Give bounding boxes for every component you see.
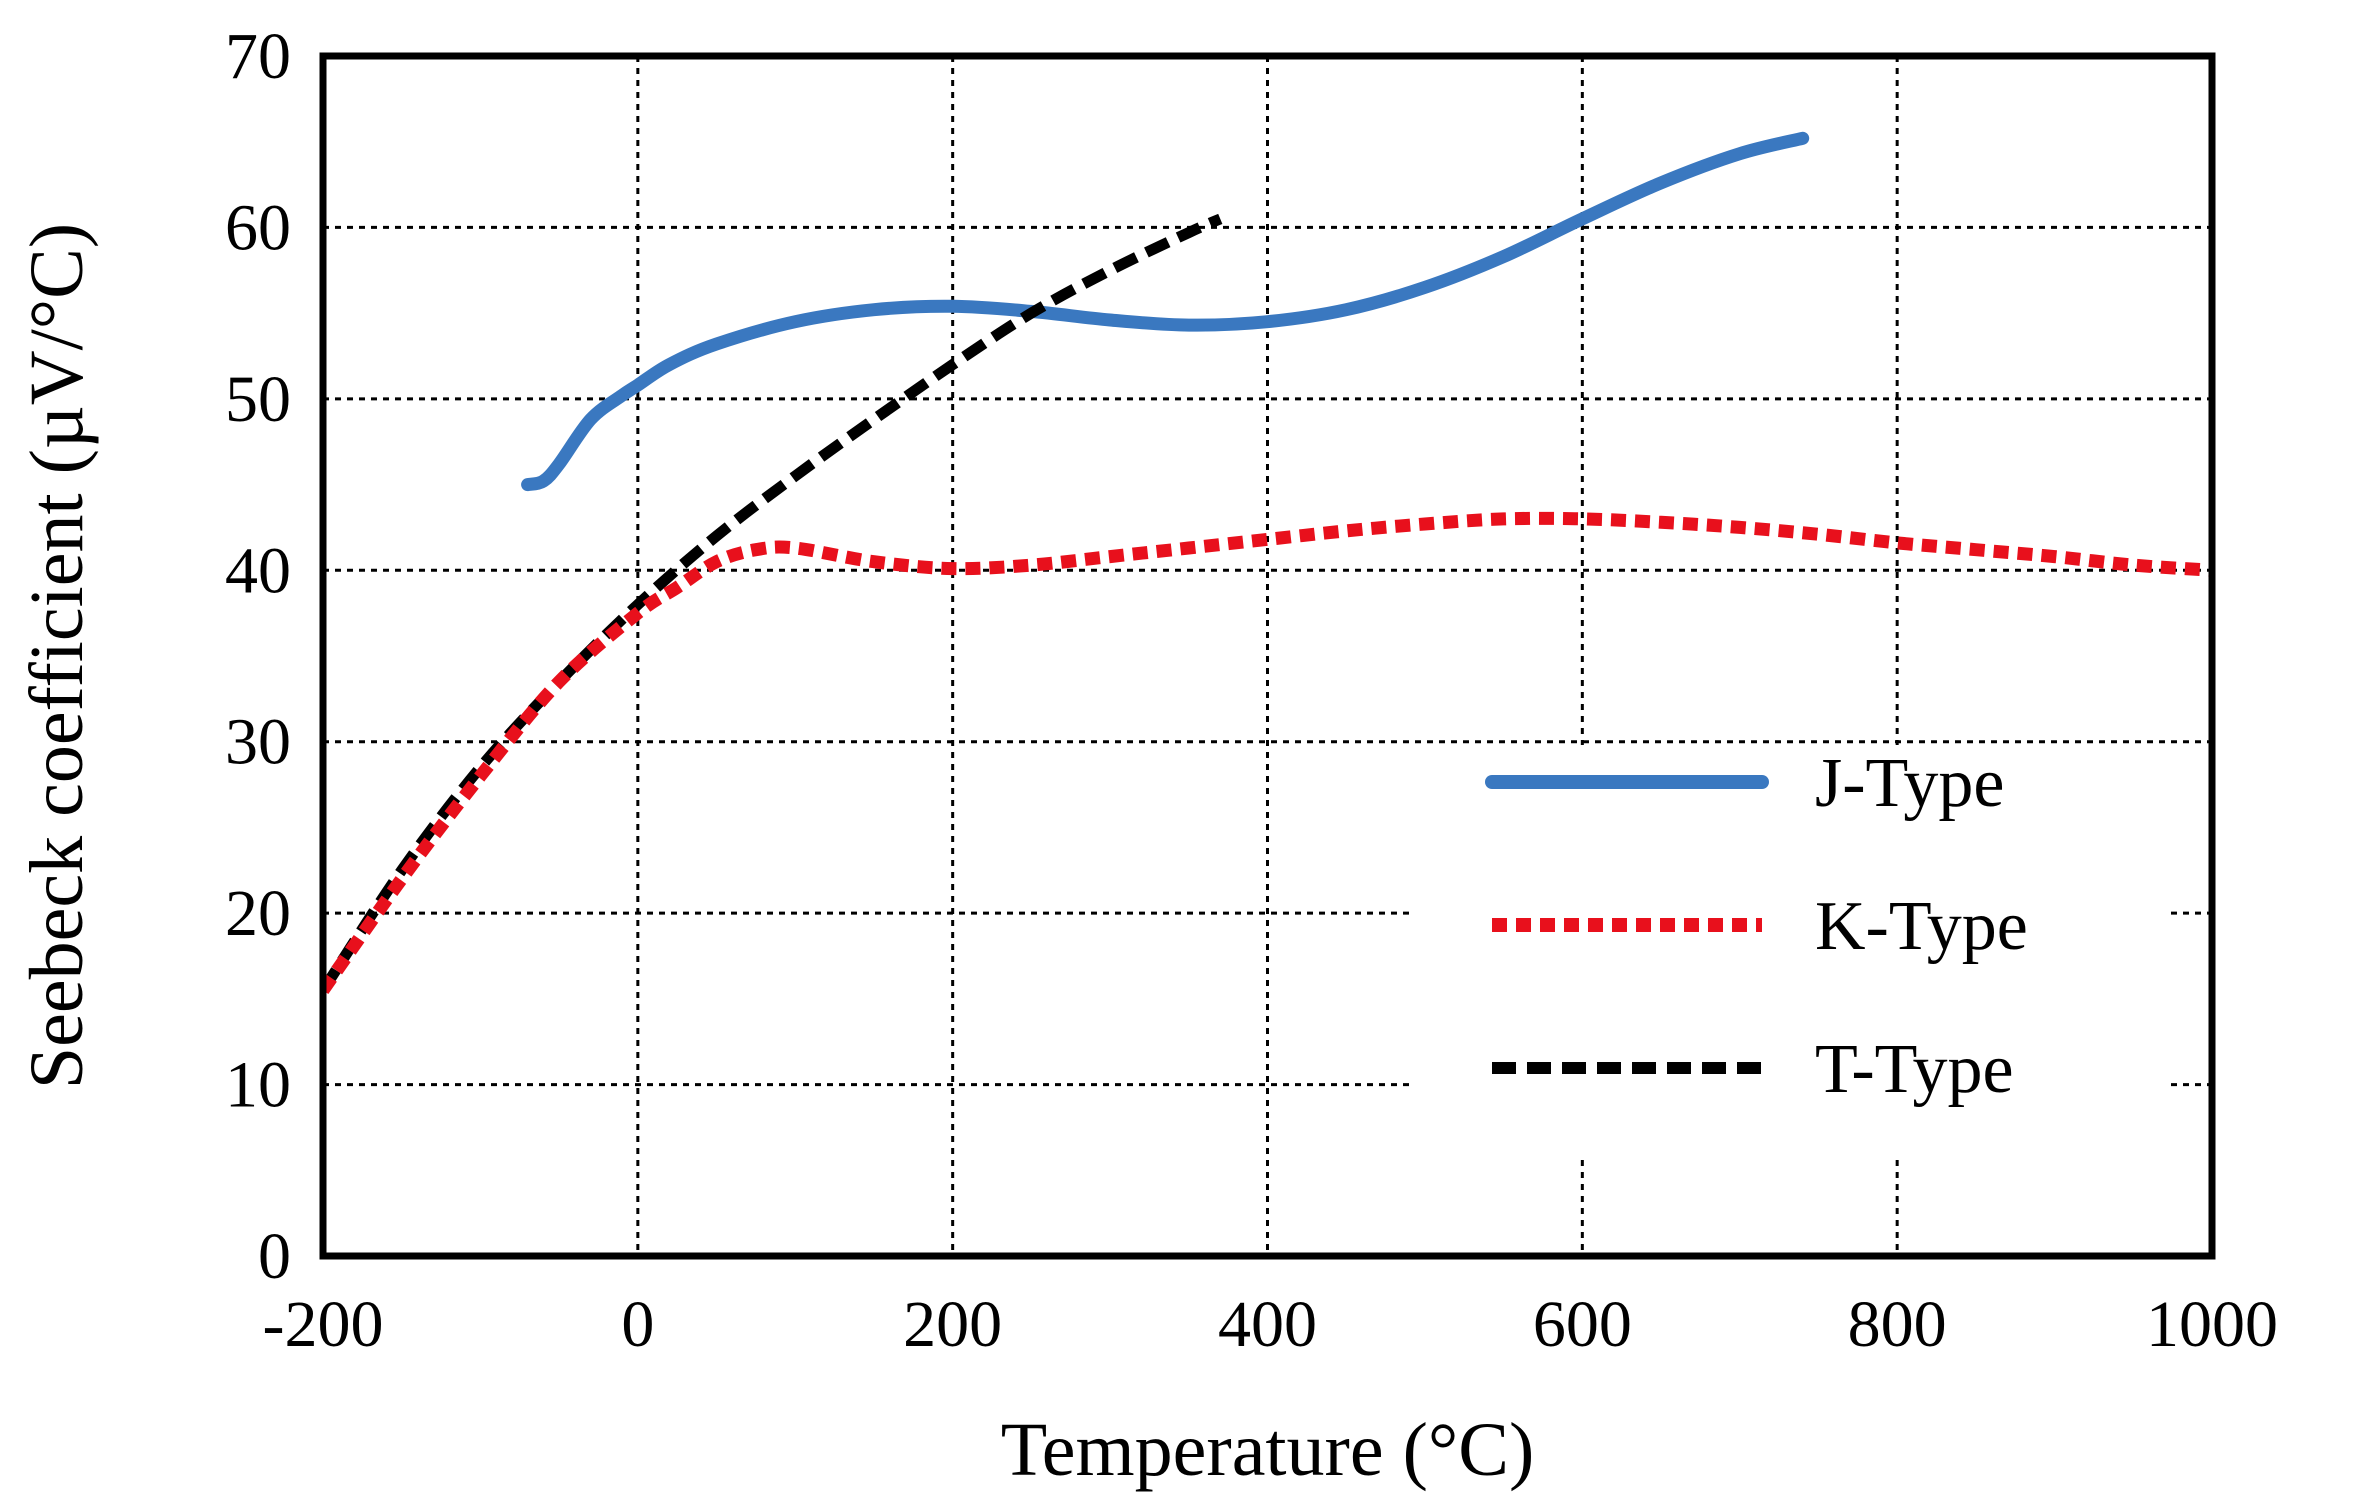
- series-line-k-type: [323, 511, 2212, 995]
- x-tick-label: 600: [1533, 1288, 1632, 1361]
- y-tick-label: 10: [225, 1049, 291, 1122]
- legend-label-t-type: T-Type: [1815, 1031, 2014, 1108]
- x-axis-label: Temperature (°C): [1001, 1408, 1535, 1492]
- y-tick-label: 50: [225, 363, 291, 436]
- legend-label-j-type: J-Type: [1815, 745, 2005, 822]
- series-layer: [323, 131, 2212, 995]
- y-tick-label: 70: [225, 20, 291, 93]
- y-tick-label: 0: [258, 1220, 291, 1293]
- x-tick-label: 0: [621, 1288, 654, 1361]
- legend-label-k-type: K-Type: [1815, 888, 2028, 965]
- x-tick-label: 1000: [2146, 1288, 2278, 1361]
- plot-frame: [319, 52, 2216, 1260]
- y-tick-label: 40: [225, 534, 291, 607]
- y-tick-label: 30: [225, 706, 291, 779]
- legend: J-Type K-Type T-Type: [1410, 745, 2170, 1155]
- y-tick-label: 20: [225, 877, 291, 950]
- y-tick-label: 60: [225, 191, 291, 264]
- y-axis-label: Seebeck coefficient (µV/°C): [15, 223, 99, 1089]
- x-tick-labels: -200 0 200 400 600 800 1000: [263, 1288, 2278, 1361]
- x-tick-label: 400: [1218, 1288, 1317, 1361]
- x-tick-label: 800: [1848, 1288, 1947, 1361]
- x-tick-label: -200: [263, 1288, 384, 1361]
- y-tick-labels: 0 10 20 30 40 50 60 70: [225, 20, 291, 1293]
- legend-box: [1410, 745, 2170, 1155]
- x-tick-label: 200: [903, 1288, 1002, 1361]
